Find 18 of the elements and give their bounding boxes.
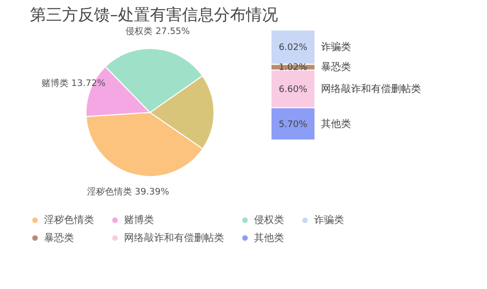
legend-label: 赌博类 (124, 214, 154, 226)
legend-label: 其他类 (254, 232, 284, 244)
chart-title: 第三方反馈–处置有害信息分布情况 (30, 4, 278, 24)
text: 暴恐类 (321, 62, 351, 74)
data-label: 6.60% (278, 84, 308, 95)
text: 网络敲诈和有偿删帖类 (321, 84, 421, 95)
category-label: 侵权类 27.55% (126, 26, 190, 37)
legend-label: 暴恐类 (44, 232, 74, 244)
category-label: 赌博类 13.72% (41, 78, 106, 89)
legend-label: 诈骗类 (314, 214, 344, 226)
data-label: 5.70% (278, 120, 308, 130)
legend-label: 网络敲诈和有偿删帖类 (124, 232, 224, 244)
legend-label: 侵权类 (254, 214, 284, 226)
text: 诈骗类 (321, 42, 351, 54)
category-label: 淫秽色情类 39.39% (86, 188, 170, 198)
legend-label: 淫秽色情类 (44, 214, 94, 226)
data-label: 6.02% (278, 43, 308, 54)
text: 其他类 (321, 118, 351, 130)
